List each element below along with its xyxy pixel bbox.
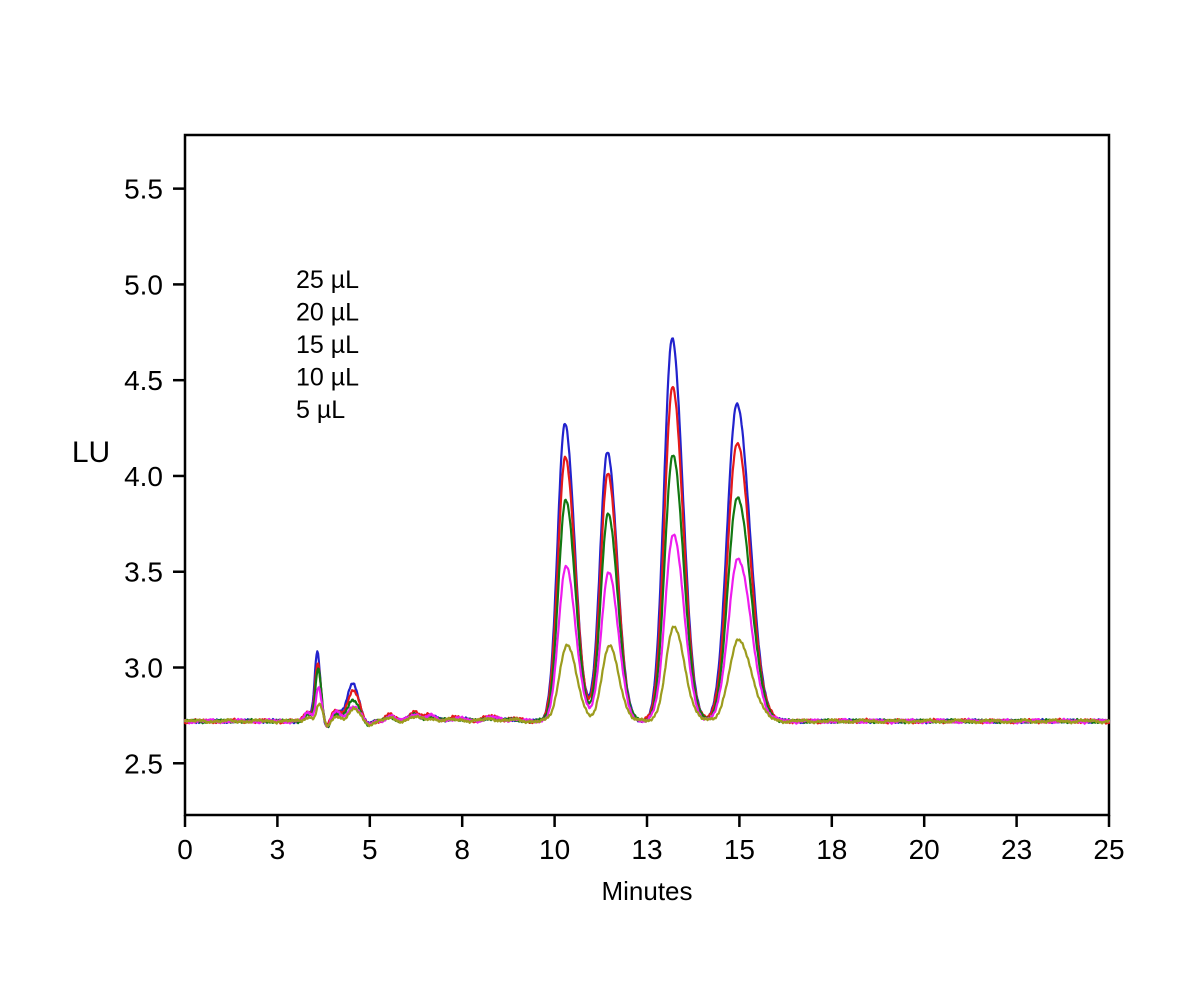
x-tick-label: 13 — [631, 834, 662, 865]
legend-item-label: 5 µL — [296, 396, 345, 424]
trace-20-µL — [183, 385, 1111, 727]
legend-item-label: 20 µL — [296, 299, 359, 327]
trace-lines — [183, 337, 1111, 729]
y-tick-label: 5.0 — [124, 269, 163, 300]
y-axis-ticks: 2.5 3.0 3.5 4.0 4.5 5.0 5.5 — [124, 174, 185, 779]
x-tick-label: 23 — [1001, 834, 1032, 865]
x-tick-label: 25 — [1093, 834, 1124, 865]
y-tick-label: 3.0 — [124, 653, 163, 684]
trace-5-µL — [183, 625, 1111, 728]
y-tick-label: 5.5 — [124, 174, 163, 205]
x-tick-label: 8 — [454, 834, 470, 865]
x-tick-label: 5 — [362, 834, 378, 865]
x-axis-title: Minutes — [601, 876, 692, 906]
x-tick-label: 10 — [539, 834, 570, 865]
x-tick-label: 15 — [724, 834, 755, 865]
trace-15-µL — [183, 454, 1111, 729]
x-tick-label: 0 — [177, 834, 193, 865]
legend-item-label: 15 µL — [296, 331, 359, 359]
trace-10-µL — [183, 533, 1111, 728]
x-tick-label: 3 — [270, 834, 286, 865]
legend-item-label: 25 µL — [296, 266, 359, 294]
y-tick-label: 4.0 — [124, 461, 163, 492]
y-tick-label: 4.5 — [124, 365, 163, 396]
y-tick-label: 3.5 — [124, 557, 163, 588]
y-axis-title: LU — [72, 436, 110, 469]
y-tick-label: 2.5 — [124, 748, 163, 779]
legend-item-label: 10 µL — [296, 364, 359, 392]
x-axis-ticks: 0 3 5 8 10 13 15 18 20 23 25 — [177, 815, 1125, 865]
x-tick-label: 20 — [909, 834, 940, 865]
legend: 25 µL 20 µL 15 µL 10 µL 5 µL — [296, 266, 359, 424]
x-tick-label: 18 — [816, 834, 847, 865]
